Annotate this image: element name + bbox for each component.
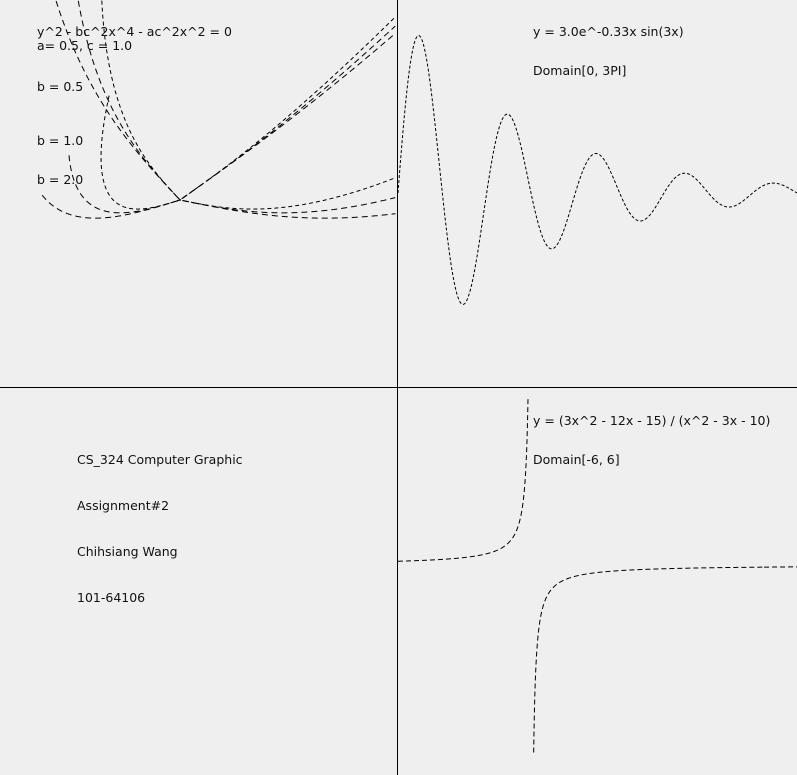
student-id: 101-64106 [77, 590, 146, 605]
series-label-b-2-0: b = 2.0 [37, 172, 84, 187]
damped-sine-curve [397, 35, 797, 305]
damped-sine-title: y = 3.0e^-0.33x sin(3x) [533, 24, 684, 39]
rational-title: y = (3x^2 - 12x - 15) / (x^2 - 3x - 10) [533, 413, 771, 428]
author-name: Chihsiang Wang [77, 544, 178, 559]
quartic-params: a= 0.5, c = 1.0 [37, 38, 133, 53]
damped-sine-domain: Domain[0, 3PI] [533, 63, 627, 78]
quartic-title: y^2 - bc^2x^4 - ac^2x^2 = 0 [37, 24, 232, 39]
series-label-b-1-0: b = 1.0 [37, 133, 84, 148]
quartic-curve-2-upper [101, 0, 396, 210]
rational-domain: Domain[-6, 6] [533, 452, 620, 467]
rational-curve [397, 398, 797, 753]
assignment-name: Assignment#2 [77, 498, 170, 513]
course-name: CS_324 Computer Graphic [77, 452, 243, 467]
quartic-curve-2-lower [100, 16, 396, 210]
quartic-curve-1-upper [77, 0, 396, 214]
curves-layer [41, 0, 797, 753]
series-label-b-0-5: b = 0.5 [37, 79, 84, 94]
quartic-curve-0-5-lower [41, 32, 396, 219]
